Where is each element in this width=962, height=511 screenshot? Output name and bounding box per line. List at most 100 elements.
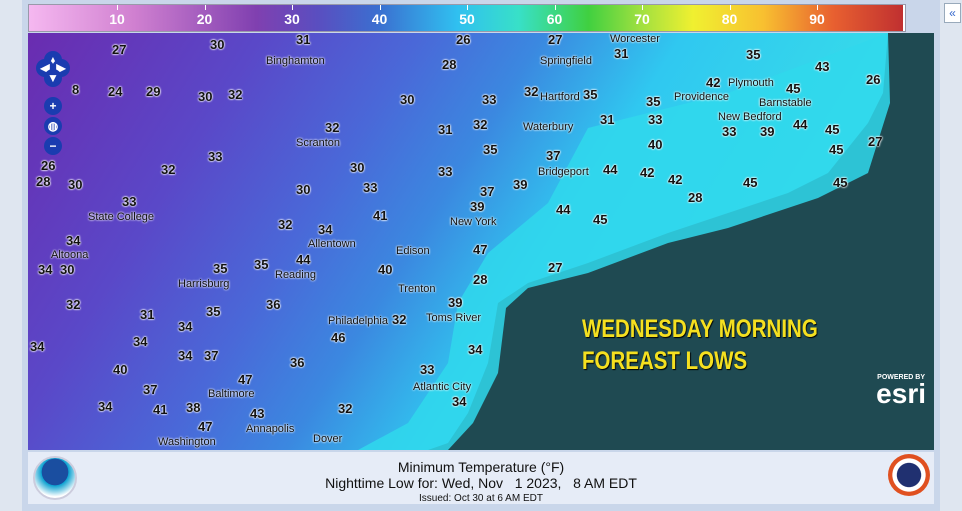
caption-valid-time: Nighttime Low for: Wed, Nov 1 2023, 8 AM… xyxy=(325,475,637,491)
city-label: Atlantic City xyxy=(413,381,472,393)
temperature-label: 47 xyxy=(198,419,213,434)
legend-tick-mark xyxy=(642,5,643,10)
legend-tick-label: 40 xyxy=(371,11,388,27)
temperature-label: 30 xyxy=(198,89,213,104)
temperature-label: 43 xyxy=(250,406,265,421)
temperature-label: 30 xyxy=(60,262,75,277)
legend-tick-label: 10 xyxy=(109,11,125,27)
temperature-label: 37 xyxy=(480,184,495,199)
city-label: Waterbury xyxy=(523,121,574,133)
overlay-line-2: FOREAST LOWS xyxy=(582,347,748,375)
temperature-label: 30 xyxy=(296,182,311,197)
legend-tick-mark xyxy=(817,5,818,10)
temperature-label: 38 xyxy=(186,400,201,415)
temperature-label: 40 xyxy=(378,262,393,277)
esri-logo: POWERED BY esri xyxy=(876,374,926,408)
temperature-label: 45 xyxy=(833,175,848,190)
temperature-label: 27 xyxy=(112,42,127,57)
legend-tick-label: 30 xyxy=(284,11,300,27)
temperature-label: 45 xyxy=(593,212,608,227)
zoom-in-button[interactable]: + xyxy=(44,97,62,115)
nws-logo xyxy=(888,454,930,496)
collapse-panel-button[interactable]: « xyxy=(944,3,961,23)
temperature-label: 31 xyxy=(296,33,311,47)
city-label: Barnstable xyxy=(759,97,812,109)
city-label: Dover xyxy=(313,433,343,445)
pan-down-button[interactable]: ▼ xyxy=(44,69,62,87)
legend-tick-label: 70 xyxy=(634,11,650,27)
temperature-label: 27 xyxy=(548,33,563,47)
temperature-label: 41 xyxy=(373,208,388,223)
temperature-label: 37 xyxy=(546,148,561,163)
temperature-label: 28 xyxy=(473,272,488,287)
temperature-label: 45 xyxy=(743,175,758,190)
city-label: Providence xyxy=(674,91,730,103)
temperature-label: 34 xyxy=(66,233,81,248)
temperature-label: 44 xyxy=(793,117,808,132)
city-label: Baltimore xyxy=(208,388,255,400)
temperature-label: 41 xyxy=(153,402,168,417)
city-label: Springfield xyxy=(540,55,592,67)
temperature-label: 36 xyxy=(290,355,305,370)
temperature-label: 45 xyxy=(829,142,844,157)
map-navigation: ▲ ◀ ▶ ▼ + ◍ − xyxy=(36,51,70,155)
city-label: New York xyxy=(450,216,497,228)
temperature-label: 44 xyxy=(556,202,571,217)
legend-tick-mark xyxy=(292,5,293,10)
temperature-label: 27 xyxy=(548,260,563,275)
city-label: Binghamton xyxy=(266,55,325,67)
temperature-label: 39 xyxy=(513,177,528,192)
temperature-label: 45 xyxy=(825,122,840,137)
temperature-label: 34 xyxy=(178,348,193,363)
overlay-line-1: WEDNESDAY MORNING xyxy=(582,315,818,343)
city-label: Worcester xyxy=(610,33,660,45)
temperature-label: 36 xyxy=(266,297,281,312)
temperature-label: 44 xyxy=(603,162,618,177)
temperature-label: 31 xyxy=(600,112,615,127)
temperature-label: 32 xyxy=(325,120,340,135)
temperature-label: 29 xyxy=(146,84,161,99)
city-label: Reading xyxy=(275,269,316,281)
temperature-label: 33 xyxy=(438,164,453,179)
temperature-label: 34 xyxy=(318,222,333,237)
temperature-label: 32 xyxy=(228,87,243,102)
temperature-label: 40 xyxy=(113,362,128,377)
caption-issued: Issued: Oct 30 at 6 AM EDT xyxy=(419,493,543,504)
temperature-label: 32 xyxy=(473,117,488,132)
temperature-label: 37 xyxy=(143,382,158,397)
globe-icon[interactable]: ◍ xyxy=(44,117,62,135)
powered-by-text: POWERED BY xyxy=(877,374,925,381)
temperature-label: 30 xyxy=(68,177,83,192)
temperature-label: 39 xyxy=(448,295,463,310)
caption-title: Minimum Temperature (°F) xyxy=(397,459,565,475)
temperature-label: 26 xyxy=(456,33,471,47)
temperature-label: 43 xyxy=(815,59,830,74)
city-label: Washington xyxy=(158,436,216,448)
legend-tick-mark xyxy=(204,5,206,10)
forecast-overlay-text: WEDNESDAY MORNING FOREAST LOWS xyxy=(582,313,818,377)
temperature-label: 33 xyxy=(363,180,378,195)
legend-tick-label: 80 xyxy=(721,11,738,27)
temperature-label: 31 xyxy=(140,307,155,322)
temperature-label: 42 xyxy=(640,165,655,180)
city-label: Plymouth xyxy=(728,77,774,89)
temperature-label: 35 xyxy=(254,257,269,272)
temperature-label: 44 xyxy=(296,252,311,267)
temperature-label: 27 xyxy=(868,134,883,149)
temperature-label: 33 xyxy=(482,92,497,107)
temperature-label: 32 xyxy=(524,84,539,99)
legend-tick-mark xyxy=(729,5,731,10)
temperature-label: 33 xyxy=(648,112,663,127)
map-view[interactable]: Binghamton Scranton Allentown Reading Harris… xyxy=(28,33,934,450)
city-label: Bridgeport xyxy=(538,166,589,178)
temperature-label: 42 xyxy=(668,172,683,187)
zoom-out-button[interactable]: − xyxy=(44,137,62,155)
temperature-label: 34 xyxy=(452,394,467,409)
map-background xyxy=(28,33,890,450)
city-label: Annapolis xyxy=(246,423,295,435)
temperature-label: 34 xyxy=(38,262,53,277)
temperature-label: 34 xyxy=(30,339,45,354)
temperature-label: 46 xyxy=(331,330,346,345)
temperature-label: 35 xyxy=(206,304,221,319)
legend-tick-mark xyxy=(467,5,468,10)
